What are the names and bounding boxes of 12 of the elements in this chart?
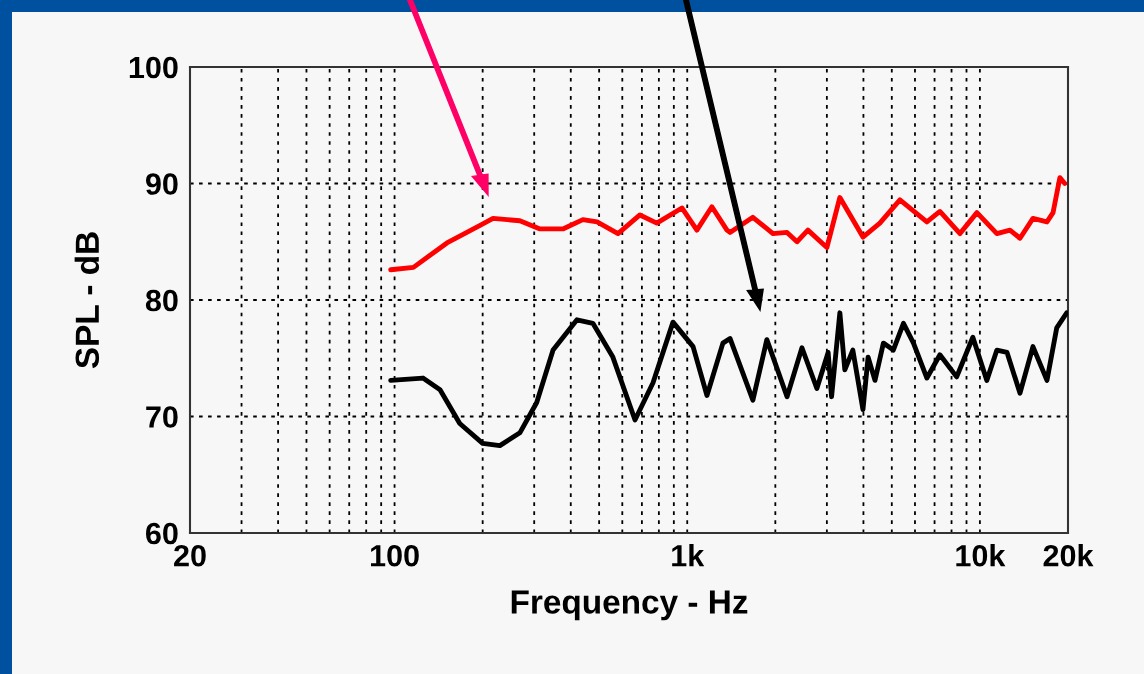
y-tick-label: 60 — [146, 522, 178, 545]
x-tick-label: 1k — [672, 544, 705, 567]
x-axis-title: Frequency - Hz — [511, 590, 748, 621]
x-tick-label: 20 — [174, 544, 206, 567]
y-tick-label: 70 — [146, 406, 178, 428]
x-tick-label: 100 — [371, 544, 419, 567]
y-tick-label: 100 — [129, 56, 178, 79]
x-tick-label: 20k — [1043, 544, 1094, 567]
x-tick-label: 10k — [956, 544, 1006, 567]
y-tick-label: 90 — [145, 173, 178, 195]
y-axis-title: SPL - dB — [74, 232, 100, 369]
y-tick-label: 80 — [145, 289, 178, 312]
